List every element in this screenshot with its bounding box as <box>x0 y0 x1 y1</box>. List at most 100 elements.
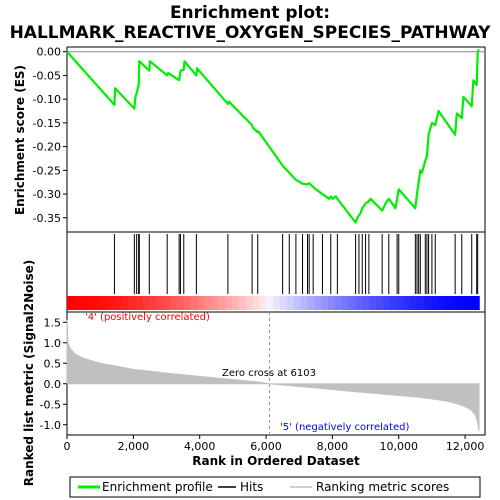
color-bar-segment <box>286 296 295 310</box>
color-bar-segment <box>211 296 219 310</box>
color-bar-segment <box>142 296 151 310</box>
es-series <box>66 48 485 224</box>
es-y-tick-label: 0.00 <box>37 46 62 59</box>
color-bar-segment <box>101 296 109 310</box>
color-bar-segment <box>156 296 164 310</box>
hit-markers <box>113 234 479 294</box>
color-bar-segment <box>224 296 233 310</box>
color-bar-segment <box>279 296 288 310</box>
color-bar-segment <box>300 296 309 310</box>
color-bar-segment <box>410 296 418 310</box>
x-axis-label: Rank in Ordered Dataset <box>192 454 360 468</box>
es-y-tick-label: -0.05 <box>33 69 61 82</box>
color-bar-segment <box>190 296 199 310</box>
chart-title-line2: HALLMARK_REACTIVE_OXYGEN_SPECIES_PATHWAY <box>10 23 492 43</box>
color-bar-segment <box>135 296 144 310</box>
color-bar-segment <box>231 296 240 310</box>
x-tick-label: 0 <box>64 440 71 453</box>
negative-correlation-label: '5' (negatively correlated) <box>280 422 409 433</box>
color-bar-segment <box>307 296 315 310</box>
metric-y-axis-label: Ranked list metric (Signal2Noise) <box>22 260 36 487</box>
legend-label: Enrichment profile <box>102 480 213 494</box>
color-bar-segment <box>259 296 267 310</box>
color-bar-segment <box>314 296 322 310</box>
color-bar-segment <box>458 296 467 310</box>
color-bar-segment <box>183 296 192 310</box>
color-bar-segment <box>451 296 460 310</box>
metric-series <box>66 312 480 435</box>
color-bar-segment <box>389 296 398 310</box>
color-bar-segment <box>128 296 137 310</box>
color-bar-segment <box>87 296 96 310</box>
color-bar-segment <box>396 296 405 310</box>
color-bar-segment <box>403 296 412 310</box>
metric-y-tick-label: 0.5 <box>44 357 62 370</box>
color-bar-segment <box>465 296 473 310</box>
x-axis-ticks: 0 2,000 4,000 6,000 8,000 10,000 12,000 <box>64 435 485 453</box>
es-y-tick-label: -0.20 <box>33 141 61 154</box>
color-bar-segment <box>362 296 370 310</box>
color-bar-segment <box>293 296 302 310</box>
x-tick-label: 8,000 <box>317 440 349 453</box>
color-bar-segment <box>417 296 425 310</box>
chart-title-line1: Enrichment plot: <box>170 3 330 23</box>
x-tick-label: 2,000 <box>118 440 150 453</box>
es-y-ticks: 0.00 -0.05 -0.10 -0.15 -0.20 -0.25 -0.30 -0.35 <box>33 46 67 225</box>
color-bar-segment <box>431 296 439 310</box>
positive-correlation-label: '4' (positively correlated) <box>85 312 210 323</box>
legend-label: Ranking metric scores <box>316 480 449 494</box>
color-bar-segment <box>73 296 82 310</box>
color-bar-segment <box>245 296 254 310</box>
color-bar-segment <box>328 296 336 310</box>
enrichment-profile-line <box>66 48 480 224</box>
x-tick-label: 12,000 <box>446 440 485 453</box>
es-y-axis-label: Enrichment score (ES) <box>13 65 27 215</box>
color-bar-segment <box>273 296 281 310</box>
legend-label: Hits <box>240 480 263 494</box>
color-bar-segment <box>444 296 453 310</box>
color-bar-segment <box>341 296 350 310</box>
color-bar-segment <box>115 296 123 310</box>
color-bar-segment <box>321 296 329 310</box>
color-bar-segment <box>266 296 274 310</box>
color-bar-segment <box>334 296 343 310</box>
es-y-tick-label: -0.30 <box>33 188 61 201</box>
color-bar-segment <box>197 296 205 310</box>
color-bar-segment <box>355 296 363 310</box>
color-bar-segment <box>121 296 130 310</box>
es-y-tick-label: -0.35 <box>33 212 61 225</box>
color-bar-segment <box>80 296 89 310</box>
color-bar-segment <box>170 296 178 310</box>
color-bar-segment <box>176 296 185 310</box>
x-tick-label: 6,000 <box>250 440 282 453</box>
legend: Enrichment profile Hits Ranking metric sco… <box>78 480 449 494</box>
ranking-metric-area <box>66 320 480 431</box>
color-bar-segment <box>437 296 446 310</box>
metric-y-tick-label: -1.0 <box>40 419 61 432</box>
metric-y-tick-label: 0.0 <box>44 378 62 391</box>
color-bar-segment <box>382 296 391 310</box>
color-bar-segment <box>108 296 116 310</box>
color-bar-segment <box>369 296 377 310</box>
color-bar-segment <box>472 296 480 310</box>
es-panel-frame <box>66 46 486 233</box>
legend-box <box>69 476 481 498</box>
color-bar-segment <box>94 296 102 310</box>
x-tick-label: 10,000 <box>379 440 418 453</box>
x-tick-label: 4,000 <box>184 440 216 453</box>
es-y-tick-label: -0.25 <box>33 164 61 177</box>
color-bar-segment <box>163 296 171 310</box>
es-y-tick-label: -0.15 <box>33 117 61 130</box>
color-bar-segment <box>252 296 260 310</box>
color-bar-segment <box>424 296 432 310</box>
color-bar-segment <box>376 296 384 310</box>
metric-y-ticks: 1.5 1.0 0.5 0.0 -0.5 -1.0 <box>40 316 67 432</box>
color-bar-segment <box>218 296 226 310</box>
color-bar-segment <box>204 296 212 310</box>
metric-y-tick-label: 1.5 <box>44 316 62 329</box>
color-bar-segment <box>348 296 357 310</box>
color-bar-segment <box>238 296 247 310</box>
color-bar-segment <box>67 296 75 310</box>
metric-y-tick-label: 1.0 <box>44 337 62 350</box>
